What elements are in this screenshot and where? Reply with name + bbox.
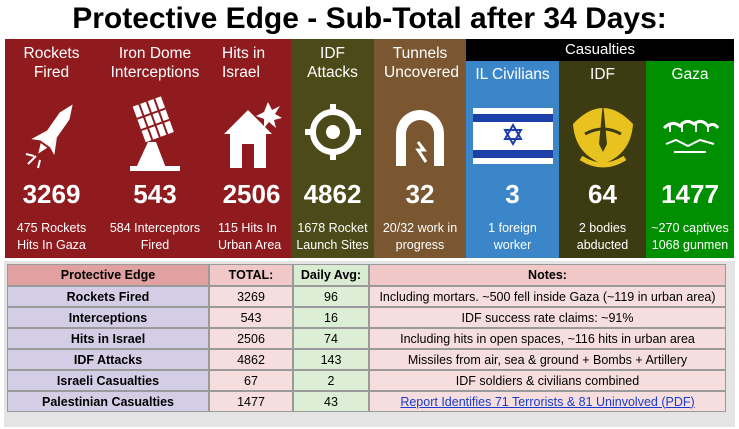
summary-table-container: Protective Edge TOTAL: Daily Avg: Notes:… xyxy=(4,261,735,427)
panel-sub: 20/32 work in progress xyxy=(382,221,458,252)
table-row: Israeli Casualties 67 2 IDF soldiers & c… xyxy=(7,370,726,391)
row-daily-avg: 43 xyxy=(293,391,369,412)
header-protective-edge: Protective Edge xyxy=(7,264,209,286)
table-row: Palestinian Casualties 1477 43 Report Id… xyxy=(7,391,726,412)
row-daily-avg: 2 xyxy=(293,370,369,391)
row-notes: Including mortars. ~500 fell inside Gaza… xyxy=(369,286,726,307)
table-header-row: Protective Edge TOTAL: Daily Avg: Notes: xyxy=(7,264,726,286)
panel-label: IDF xyxy=(590,66,615,83)
table-row: Interceptions 543 16 IDF success rate cl… xyxy=(7,307,726,328)
row-notes: IDF success rate claims: ~91% xyxy=(369,307,726,328)
stats-panels: Rockets Fired 3269 475 Rockets Hits In G… xyxy=(5,39,734,258)
row-name: Interceptions xyxy=(7,307,209,328)
panel-gaza: Gaza 1477 ~270 captives 1068 gunmen xyxy=(646,61,734,258)
row-name: Rockets Fired xyxy=(7,286,209,307)
panel-sub: 1 foreign worker xyxy=(488,221,537,252)
panel-hits-israel: Hits in Israel 2506 115 Hits In Urban Ar… xyxy=(212,39,291,258)
page-title: Protective Edge - Sub-Total after 34 Day… xyxy=(72,2,667,35)
panel-label: Tunnels Uncovered xyxy=(384,45,459,81)
panel-tunnels: Tunnels Uncovered 32 20/32 work in progr… xyxy=(374,39,466,258)
row-daily-avg: 74 xyxy=(293,328,369,349)
panel-sub: ~270 captives 1068 gunmen xyxy=(651,221,729,252)
table-row: Rockets Fired 3269 96 Including mortars.… xyxy=(7,286,726,307)
row-notes: Missiles from air, sea & ground + Bombs … xyxy=(369,349,726,370)
panel-il-civilians: IL Civilians 3 1 foreign worker xyxy=(466,61,559,258)
panel-value: 2506 xyxy=(222,179,281,209)
table-row: Hits in Israel 2506 74 Including hits in… xyxy=(7,328,726,349)
row-name: Palestinian Casualties xyxy=(7,391,209,412)
panel-value: 64 xyxy=(588,179,617,209)
panel-label: Rockets Fired xyxy=(23,45,80,81)
panel-sub: 1678 Rocket Launch Sites xyxy=(296,221,369,252)
table-row: IDF Attacks 4862 143 Missiles from air, … xyxy=(7,349,726,370)
panel-label: IL Civilians xyxy=(475,66,550,83)
header-total: TOTAL: xyxy=(209,264,293,286)
row-notes: Report Identifies 71 Terrorists & 81 Uni… xyxy=(369,391,726,412)
header-notes: Notes: xyxy=(369,264,726,286)
panel-idf-attacks: IDF Attacks 4862 1678 Rocket Launch Site… xyxy=(291,39,374,258)
panel-label: Iron Dome Interceptions xyxy=(110,45,200,81)
row-daily-avg: 96 xyxy=(293,286,369,307)
row-total: 543 xyxy=(209,307,293,328)
panel-value: 3 xyxy=(505,179,520,209)
row-name: Hits in Israel xyxy=(7,328,209,349)
panel-value: 543 xyxy=(133,179,177,209)
row-daily-avg: 16 xyxy=(293,307,369,328)
panel-value: 3269 xyxy=(22,179,81,209)
israel-flag-icon xyxy=(466,94,559,174)
target-icon xyxy=(291,94,374,174)
house-hit-icon xyxy=(212,94,291,174)
panel-sub: 115 Hits In Urban Area xyxy=(218,221,282,252)
row-daily-avg: 143 xyxy=(293,349,369,370)
row-notes: Including hits in open spaces, ~116 hits… xyxy=(369,328,726,349)
tunnel-icon xyxy=(374,94,466,174)
row-total: 2506 xyxy=(209,328,293,349)
idf-emblem-icon xyxy=(559,94,646,174)
report-link[interactable]: Report Identifies 71 Terrorists & 81 Uni… xyxy=(400,394,695,409)
panel-label: Hits in Israel xyxy=(222,45,266,81)
panel-sub: 2 bodies abducted xyxy=(576,221,629,252)
row-name: Israeli Casualties xyxy=(7,370,209,391)
hamas-flag-icon xyxy=(646,94,734,174)
row-total: 4862 xyxy=(209,349,293,370)
panel-value: 32 xyxy=(405,179,435,209)
row-notes: IDF soldiers & civilians combined xyxy=(369,370,726,391)
rocket-icon xyxy=(5,94,98,174)
panel-rockets-fired: Rockets Fired 3269 475 Rockets Hits In G… xyxy=(5,39,98,258)
casualties-header: Casualties xyxy=(466,39,734,61)
panel-label: IDF Attacks xyxy=(307,45,358,81)
row-total: 67 xyxy=(209,370,293,391)
panel-iron-dome: Iron Dome Interceptions 543 584 Intercep… xyxy=(98,39,212,258)
header-daily-avg: Daily Avg: xyxy=(293,264,369,286)
iron-dome-launcher-icon xyxy=(98,94,212,174)
panel-value: 4862 xyxy=(303,179,362,209)
row-name: IDF Attacks xyxy=(7,349,209,370)
row-total: 1477 xyxy=(209,391,293,412)
panel-sub: 475 Rockets Hits In Gaza xyxy=(16,221,87,252)
panel-idf: IDF 64 2 bodies abducted xyxy=(559,61,646,258)
summary-table: Protective Edge TOTAL: Daily Avg: Notes:… xyxy=(7,264,726,412)
panel-sub: 584 Interceptors Fired xyxy=(109,221,201,252)
row-total: 3269 xyxy=(209,286,293,307)
panel-label: Gaza xyxy=(671,66,709,83)
panel-value: 1477 xyxy=(661,179,719,209)
